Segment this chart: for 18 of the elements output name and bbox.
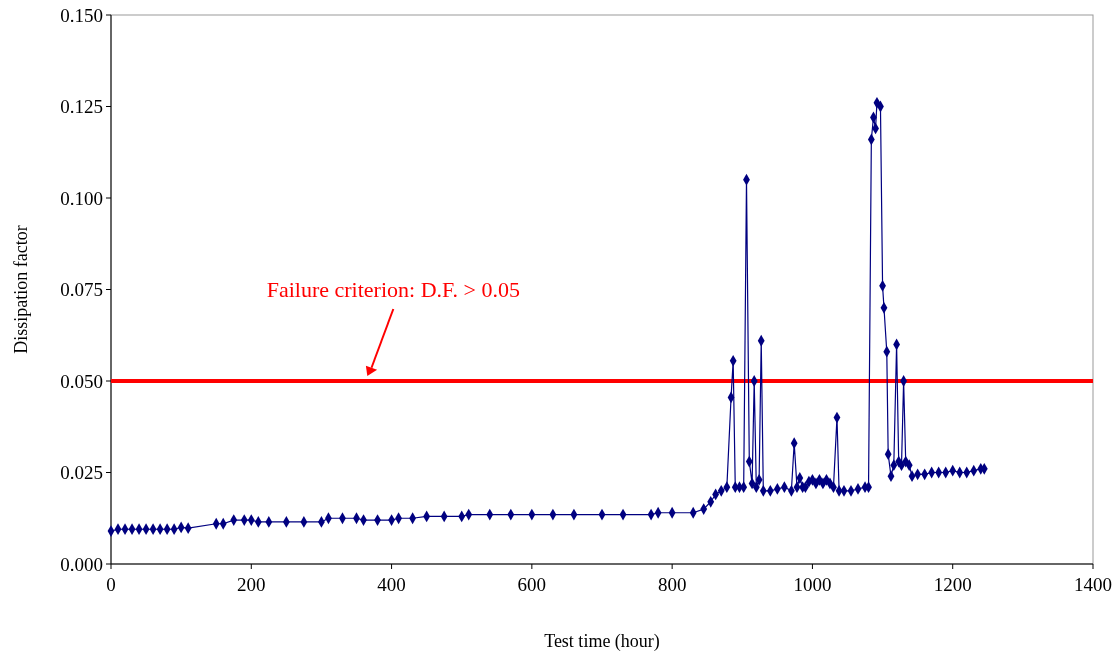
y-tick-label: 0.050 bbox=[60, 370, 103, 392]
y-tick-label: 0.150 bbox=[60, 4, 103, 26]
x-tick-label: 1000 bbox=[793, 574, 832, 595]
y-tick-label: 0.000 bbox=[60, 553, 103, 575]
x-tick-label: 1400 bbox=[1074, 574, 1112, 595]
y-tick-label: 0.025 bbox=[60, 462, 103, 484]
x-tick-label: 1200 bbox=[933, 574, 972, 595]
y-tick-label: 0.075 bbox=[60, 279, 103, 301]
x-tick-label: 800 bbox=[657, 574, 687, 595]
y-axis-title: Dissipation factor bbox=[11, 225, 31, 354]
y-tick-label: 0.125 bbox=[60, 96, 103, 118]
x-tick-label: 0 bbox=[106, 574, 116, 595]
ref-line-label: Failure criterion: D.F. > 0.05 bbox=[266, 276, 520, 302]
x-tick-label: 600 bbox=[517, 574, 547, 595]
x-tick-label: 200 bbox=[237, 574, 266, 595]
x-tick-label: 400 bbox=[377, 574, 406, 595]
y-tick-label: 0.100 bbox=[60, 187, 103, 209]
x-axis-title: Test time (hour) bbox=[544, 631, 660, 652]
